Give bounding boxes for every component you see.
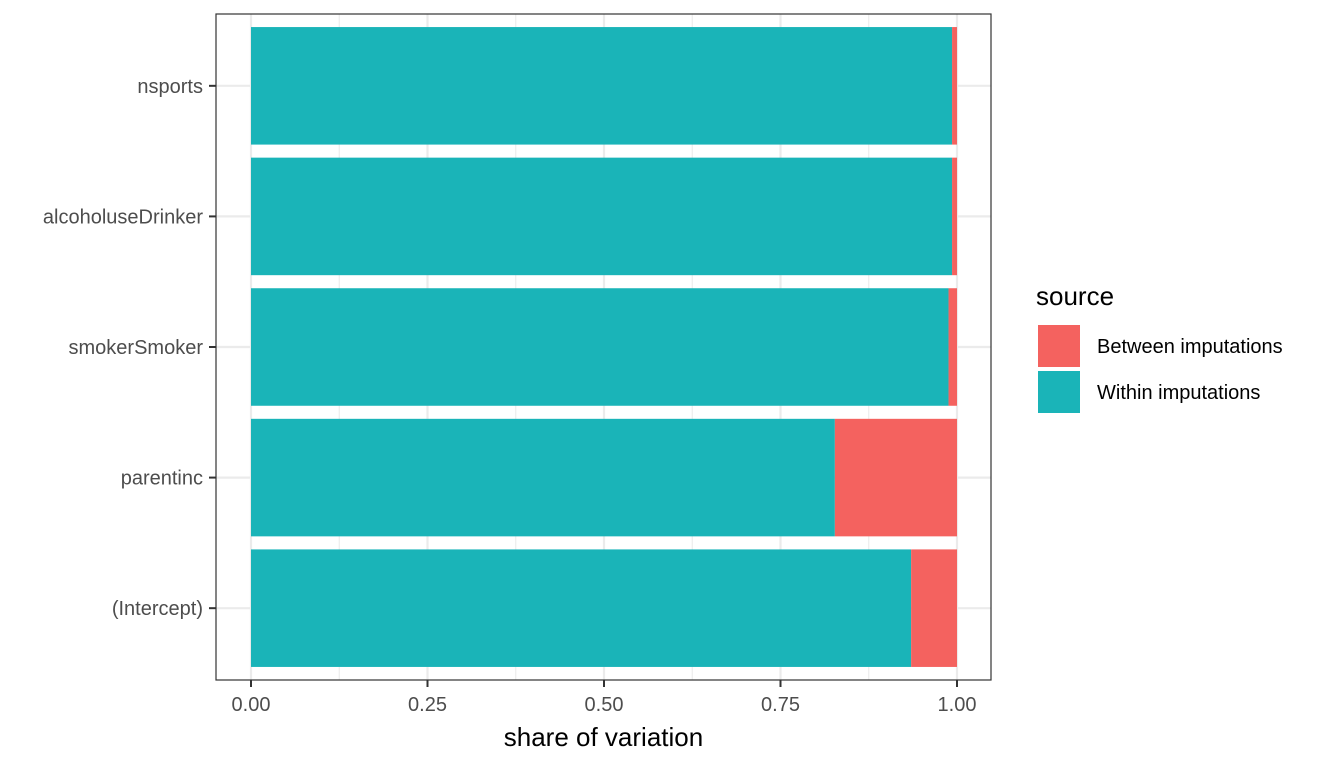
- bar-within-imputations-2: [251, 288, 949, 406]
- x-tick-label: 0.50: [585, 694, 624, 716]
- x-tick-label: 0.25: [408, 694, 447, 716]
- x-tick-label: 0.00: [232, 694, 271, 716]
- bar-within-imputations-3: [251, 418, 835, 537]
- bar-between-imputations-1: [952, 157, 957, 276]
- bar-within-imputations-4: [251, 549, 912, 667]
- legend-key-between-imputations: [1038, 325, 1080, 367]
- x-axis-title: share of variation: [504, 722, 703, 752]
- legend-label-between-imputations: Between imputations: [1097, 336, 1283, 358]
- bar-within-imputations-1: [251, 157, 953, 276]
- y-tick-label: parentinc: [121, 468, 203, 490]
- legend: source Between imputations Within imputat…: [1036, 281, 1283, 413]
- y-tick-label: nsports: [137, 76, 203, 98]
- legend-key-within-imputations: [1038, 371, 1080, 413]
- y-axis: nsports alcoholuseDrinker smokerSmoker pare…: [43, 76, 216, 620]
- legend-label-within-imputations: Within imputations: [1097, 382, 1260, 404]
- bars: [251, 27, 957, 667]
- x-tick-label: 0.75: [761, 694, 800, 716]
- bar-between-imputations-3: [834, 418, 957, 537]
- bar-between-imputations-2: [948, 288, 957, 406]
- x-tick-label: 1.00: [938, 694, 977, 716]
- bar-between-imputations-4: [911, 549, 957, 667]
- bar-between-imputations-0: [952, 27, 957, 145]
- bar-within-imputations-0: [251, 27, 953, 145]
- legend-title: source: [1036, 281, 1114, 311]
- y-tick-label: (Intercept): [112, 598, 203, 620]
- y-tick-label: smokerSmoker: [69, 337, 204, 359]
- y-tick-label: alcoholuseDrinker: [43, 206, 203, 228]
- x-axis: 0.00 0.25 0.50 0.75 1.00: [232, 680, 977, 716]
